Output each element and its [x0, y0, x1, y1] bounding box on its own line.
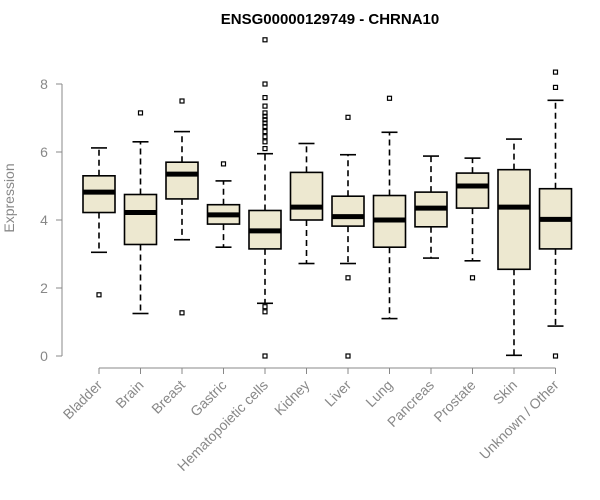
- y-tick-label: 2: [40, 280, 48, 296]
- outlier-point: [386, 95, 393, 101]
- y-tick-label: 8: [40, 76, 48, 92]
- x-tick-label: Prostate: [430, 377, 478, 425]
- iqr-box: [455, 172, 490, 209]
- outlier-point: [345, 275, 351, 281]
- box-kidney: [289, 142, 324, 265]
- x-tick-label: Skin: [490, 377, 521, 408]
- x-tick-label: Unknown / Other: [476, 377, 562, 463]
- outlier-point: [552, 84, 559, 91]
- y-tick-label: 6: [40, 144, 48, 160]
- outlier-point: [262, 309, 268, 315]
- y-axis: 0 2 4 6 8: [40, 76, 63, 364]
- x-tick-label: Brain: [112, 377, 146, 411]
- iqr-box: [331, 195, 365, 227]
- outlier-point: [262, 129, 268, 135]
- box-prostate: [455, 157, 490, 281]
- x-tick-label: Kidney: [271, 377, 313, 419]
- box-pancreas: [414, 155, 448, 259]
- box-breast: [165, 98, 199, 316]
- outlier-point: [220, 161, 227, 167]
- y-axis-label: Expression: [1, 163, 17, 232]
- x-tick-label: Liver: [321, 377, 354, 410]
- box-liver: [331, 114, 365, 359]
- outlier-point: [262, 94, 268, 101]
- box-bladder: [82, 147, 116, 298]
- outlier-point: [262, 110, 268, 116]
- y-tick-label: 0: [40, 348, 48, 364]
- outlier-point: [179, 98, 185, 104]
- box-series: [82, 37, 573, 359]
- outlier-point: [262, 304, 268, 310]
- iqr-box: [289, 171, 324, 221]
- box-lung: [372, 95, 407, 320]
- outlier-point: [345, 353, 351, 359]
- outlier-point: [552, 69, 559, 75]
- box-brain: [123, 110, 158, 315]
- chart-title: ENSG00000129749 - CHRNA10: [221, 11, 439, 28]
- iqr-box: [497, 168, 531, 271]
- outlier-point: [262, 103, 268, 109]
- outlier-point: [262, 134, 268, 140]
- outlier-point: [262, 81, 268, 87]
- outlier-point: [262, 117, 268, 123]
- outlier-point: [262, 37, 268, 43]
- outlier-point: [262, 353, 268, 359]
- outlier-point: [262, 139, 268, 145]
- box-gastric: [206, 161, 241, 248]
- outlier-point: [137, 110, 144, 116]
- x-tick-label: Breast: [148, 377, 188, 417]
- y-tick-label: 4: [40, 212, 48, 228]
- iqr-box: [165, 161, 199, 200]
- outlier-point: [262, 146, 268, 152]
- outlier-point: [96, 292, 102, 298]
- box-unknown-other: [538, 69, 573, 359]
- x-tick-label: Bladder: [60, 377, 106, 423]
- outlier-point: [469, 275, 476, 281]
- box-hematopoietic-cells: [248, 37, 282, 359]
- outlier-point: [345, 114, 351, 120]
- box-skin: [497, 138, 531, 357]
- iqr-box: [123, 193, 158, 246]
- outlier-point: [552, 353, 559, 359]
- x-tick-label: Lung: [362, 377, 395, 410]
- outlier-point: [179, 310, 185, 316]
